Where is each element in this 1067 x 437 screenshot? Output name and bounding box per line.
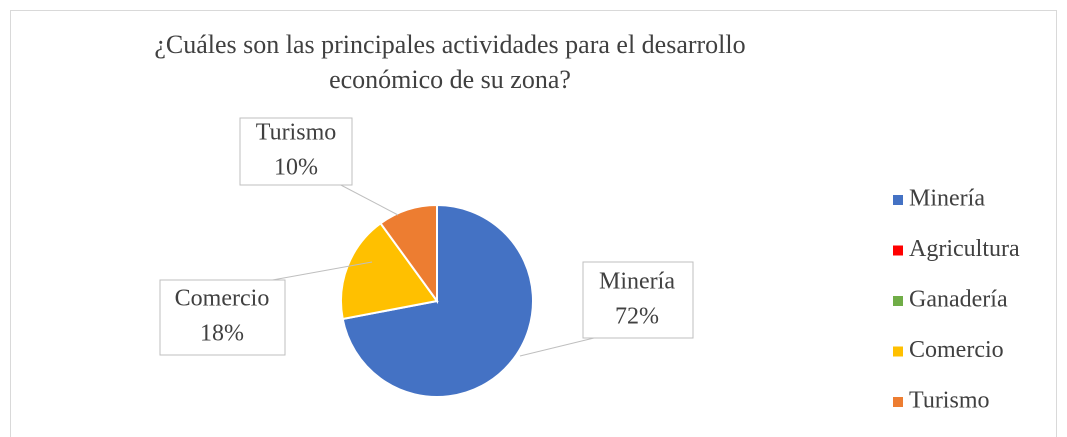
legend-swatch <box>893 195 903 205</box>
leader-line <box>340 184 399 216</box>
data-label-name: Comercio <box>175 286 270 312</box>
legend-label: Minería <box>909 186 985 212</box>
label-box <box>159 279 286 356</box>
legend-swatch <box>893 397 903 407</box>
label-box <box>239 117 353 186</box>
pie-slice <box>340 221 439 321</box>
data-label: 18% <box>200 321 244 347</box>
legend-label: Ganadería <box>909 287 1008 313</box>
pie-slice <box>379 203 438 305</box>
leader-line <box>519 337 595 357</box>
legend-label: Comercio <box>909 337 1004 363</box>
data-label: 10% <box>274 155 318 181</box>
label-box <box>582 261 694 339</box>
legend-label: Turismo <box>909 388 989 414</box>
chart-title: ¿Cuáles son las principales actividades … <box>154 30 745 94</box>
legend-label: Agricultura <box>909 236 1020 262</box>
data-label-name: Minería <box>599 269 675 295</box>
chart-border <box>10 10 1057 437</box>
legend-swatch <box>893 245 903 256</box>
leader-line <box>272 261 373 281</box>
legend-swatch <box>893 346 903 357</box>
data-label: 72% <box>615 304 659 330</box>
legend-swatch <box>893 296 903 306</box>
data-label-name: Turismo <box>256 120 336 146</box>
